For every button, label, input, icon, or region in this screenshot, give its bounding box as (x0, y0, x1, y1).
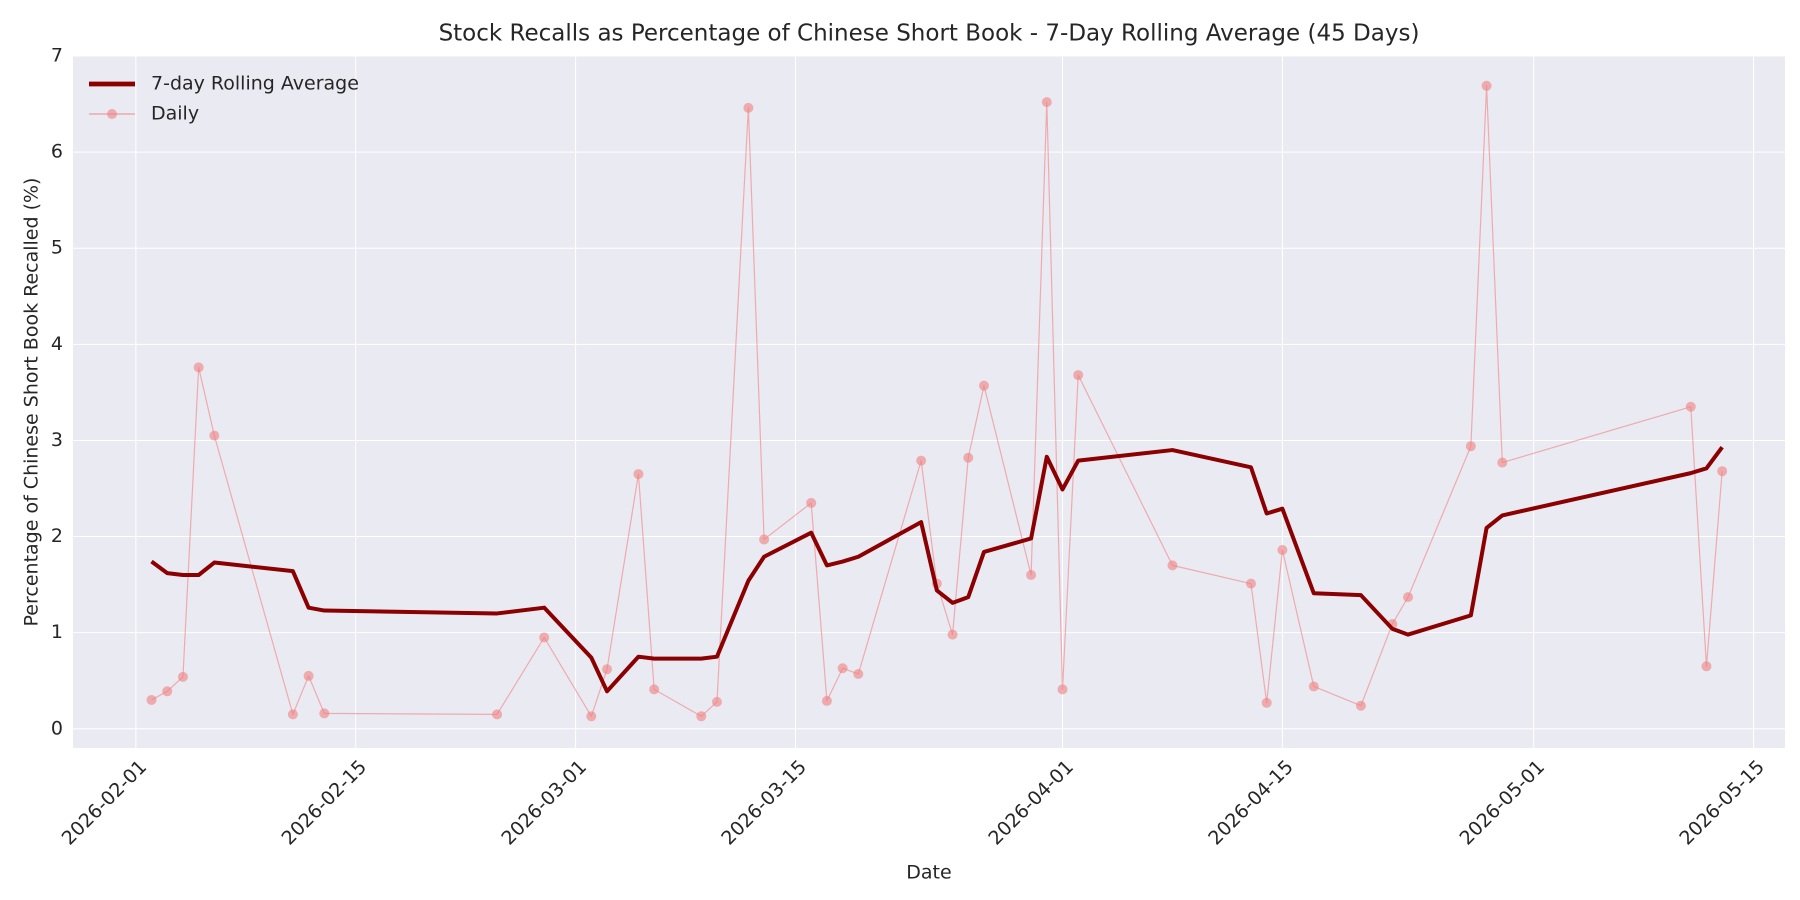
data-point (162, 686, 173, 697)
data-point (146, 694, 157, 705)
data-point (1308, 681, 1319, 692)
data-point (287, 709, 298, 720)
data-point (539, 632, 550, 643)
data-point (1685, 401, 1696, 412)
x-axis-label: Date (906, 862, 951, 884)
data-point (821, 695, 832, 706)
x-tick-label: 2026-04-15 (1204, 756, 1298, 850)
data-point (177, 671, 188, 682)
data-point (1497, 457, 1508, 468)
data-point (1465, 441, 1476, 452)
data-point (1277, 545, 1288, 556)
data-point (1355, 700, 1366, 711)
data-point (303, 670, 314, 681)
series-line (150, 445, 1724, 694)
data-point (1073, 370, 1084, 381)
y-tick-label: 1 (51, 621, 63, 643)
y-tick-label: 2 (51, 525, 63, 547)
y-tick-label: 5 (51, 237, 63, 259)
legend-label: 7-day Rolling Average (151, 73, 359, 95)
data-point (806, 497, 817, 508)
data-point (837, 663, 848, 674)
data-point (963, 452, 974, 463)
data-point (649, 684, 660, 695)
y-axis-label: Percentage of Chinese Short Book Recalle… (21, 178, 43, 627)
data-point (602, 664, 613, 675)
data-point (696, 711, 707, 722)
data-point (1057, 684, 1068, 695)
data-point (319, 708, 330, 719)
x-tick-label: 2026-05-01 (1455, 756, 1549, 850)
chart-title: Stock Recalls as Percentage of Chinese S… (439, 21, 1420, 47)
x-tick-label: 2026-05-15 (1675, 756, 1769, 850)
y-tick-label: 4 (51, 333, 63, 355)
data-point (1041, 97, 1052, 108)
y-tick-label: 3 (51, 429, 63, 451)
data-point (209, 430, 220, 441)
y-tick-label: 0 (51, 717, 63, 739)
x-tick-label: 2026-02-15 (278, 756, 372, 850)
x-tick-label: 2026-03-15 (717, 756, 811, 850)
data-point (947, 629, 958, 640)
plot-area (73, 56, 1785, 748)
data-point (1261, 697, 1272, 708)
data-point (853, 668, 864, 679)
data-point (193, 362, 204, 373)
x-tick-label: 2026-03-01 (497, 756, 591, 850)
x-tick-label: 2026-02-01 (58, 756, 152, 850)
data-point (743, 102, 754, 113)
data-point (759, 534, 770, 545)
data-point (916, 455, 927, 466)
data-point (1717, 466, 1728, 477)
data-point (1403, 592, 1414, 603)
data-point (1701, 661, 1712, 672)
data-point (633, 469, 644, 480)
y-tick-label: 7 (51, 45, 63, 67)
data-point (1167, 560, 1178, 571)
legend-label: Daily (151, 103, 199, 125)
data-point (492, 709, 503, 720)
data-point (1026, 570, 1037, 580)
data-point (586, 711, 597, 722)
data-point (978, 380, 989, 391)
data-point (1245, 578, 1256, 589)
y-tick-label: 6 (51, 141, 63, 163)
data-point (1481, 80, 1492, 91)
legend-marker (107, 109, 117, 119)
data-point (711, 696, 722, 707)
x-tick-label: 2026-04-01 (984, 756, 1078, 850)
